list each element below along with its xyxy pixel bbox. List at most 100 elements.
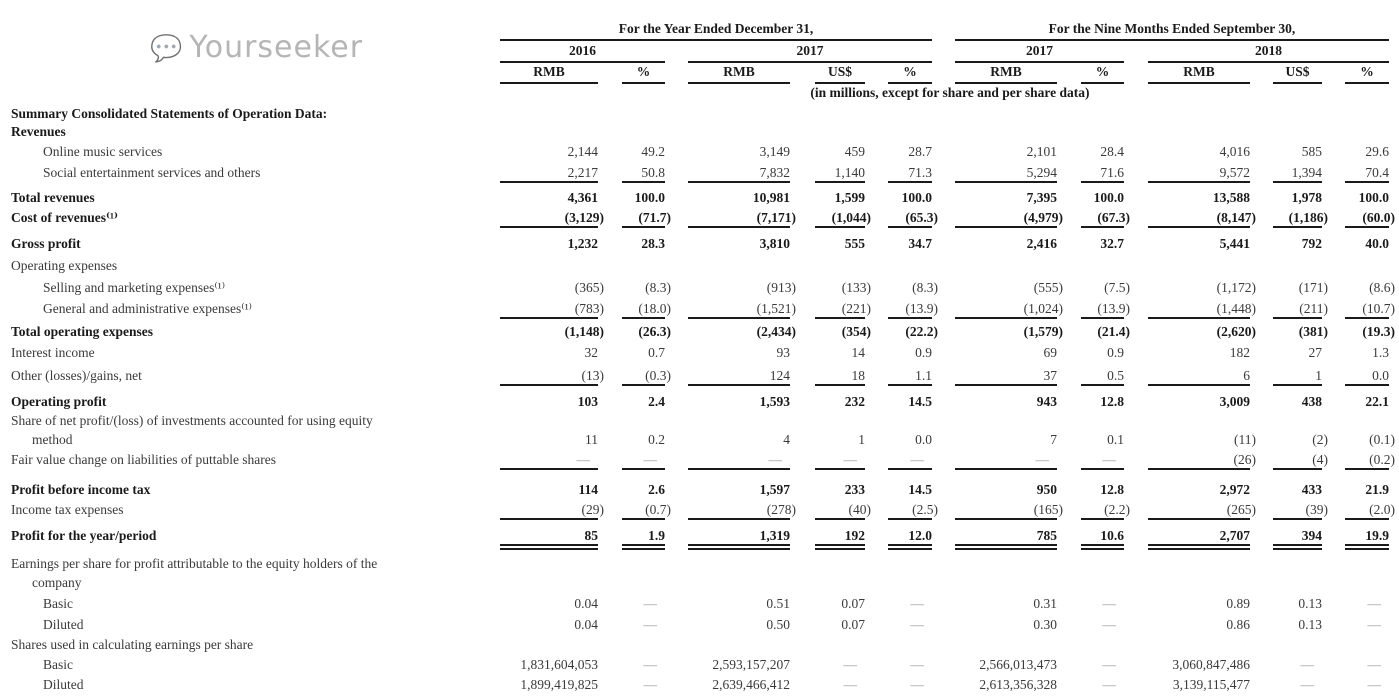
year-header: 2018 (1255, 43, 1282, 58)
table-cell: 459 (844, 144, 865, 159)
table-cell: (13) (581, 368, 605, 383)
row-label: Operating expenses (11, 258, 118, 273)
underline (1345, 317, 1389, 319)
table-cell: (8.6) (1369, 280, 1395, 295)
table-cell: (39) (1305, 502, 1329, 517)
table-cell: 124 (769, 368, 790, 383)
table-cell: 4 (783, 432, 790, 447)
table-cell: 12.8 (1100, 482, 1124, 497)
underline (1273, 226, 1322, 228)
table-cell: 0.13 (1298, 596, 1322, 611)
underline (955, 181, 1057, 183)
table-cell: — (843, 677, 858, 692)
underline (1148, 226, 1250, 228)
underline (1081, 518, 1124, 520)
underline (500, 518, 598, 520)
underline (888, 317, 932, 319)
double-underline (888, 548, 932, 550)
table-cell: (1,521) (756, 301, 796, 316)
underline (955, 468, 1057, 470)
table-cell: (913) (766, 280, 796, 295)
table-cell: 2,101 (1026, 144, 1057, 159)
table-cell: (783) (574, 301, 604, 316)
table-cell: (221) (841, 301, 871, 316)
table-cell: 7 (1050, 432, 1057, 447)
table-cell: — (1367, 657, 1382, 672)
table-cell: (555) (1033, 280, 1063, 295)
row-label: Online music services (43, 144, 163, 159)
table-cell: 37 (1043, 368, 1058, 383)
table-cell: — (643, 596, 658, 611)
table-cell: 0.13 (1298, 617, 1322, 632)
row-label: Diluted (43, 617, 84, 632)
table-cell: 28.3 (641, 236, 665, 251)
double-underline (1081, 544, 1124, 546)
row-label-line: company (32, 575, 82, 590)
table-cell: 1,319 (759, 528, 790, 543)
row-label: Operating profit (11, 394, 107, 409)
currency-rule (815, 82, 865, 84)
currency-rule (622, 82, 665, 84)
table-cell: 49.2 (641, 144, 665, 159)
table-cell: 3,139,115,477 (1172, 677, 1250, 692)
underline (500, 384, 598, 386)
underline (888, 384, 932, 386)
table-cell: 100.0 (1358, 190, 1389, 205)
underline (955, 384, 1057, 386)
table-cell: 232 (844, 394, 865, 409)
year-header: 2017 (1026, 43, 1053, 58)
table-cell: — (843, 452, 858, 467)
table-cell: 70.4 (1365, 165, 1389, 180)
table-cell: 12.0 (908, 528, 932, 543)
table-cell: 1,978 (1291, 190, 1322, 205)
table-cell: 1,232 (567, 236, 598, 251)
table-cell: 6 (1243, 368, 1250, 383)
table-cell: 0.7 (648, 345, 665, 360)
underline (622, 181, 665, 183)
underline (500, 468, 598, 470)
underline (622, 384, 665, 386)
table-cell: 14.5 (908, 482, 932, 497)
table-cell: 555 (844, 236, 865, 251)
row-label: Earnings per share for profit attributab… (11, 554, 377, 592)
table-cell: 10.6 (1100, 528, 1124, 543)
table-cell: (4) (1312, 452, 1328, 467)
table-cell: 50.8 (641, 165, 665, 180)
double-underline (955, 548, 1057, 550)
table-cell: 11 (585, 432, 598, 447)
currency-header: % (636, 64, 651, 79)
year-rule (500, 61, 665, 63)
currency-rule (688, 82, 790, 84)
table-cell: 2,613,356,328 (979, 677, 1057, 692)
currency-header: RMB (990, 64, 1022, 79)
underline (1081, 181, 1124, 183)
underline (1345, 181, 1389, 183)
header-rule (500, 39, 932, 41)
table-cell: 71.6 (1100, 165, 1124, 180)
row-label: Summary Consolidated Statements of Opera… (11, 106, 328, 121)
underline (1273, 518, 1322, 520)
table-cell: 7,832 (759, 165, 790, 180)
table-cell: (21.4) (1097, 324, 1130, 339)
underline (1148, 468, 1250, 470)
table-cell: (278) (766, 502, 796, 517)
currency-rule (1273, 82, 1322, 84)
row-label: Income tax expenses (11, 502, 124, 517)
table-cell: 2,144 (567, 144, 598, 159)
currency-header: % (903, 64, 917, 79)
table-cell: 2,972 (1219, 482, 1250, 497)
table-cell: — (910, 677, 925, 692)
row-label: Social entertainment services and others (43, 165, 261, 180)
table-cell: 28.4 (1100, 144, 1124, 159)
table-cell: 1,599 (834, 190, 865, 205)
table-cell: 0.07 (841, 617, 865, 632)
table-cell: (22.2) (905, 324, 938, 339)
row-label: Interest income (11, 345, 95, 360)
row-label: Fair value change on liabilities of putt… (11, 452, 277, 467)
table-cell: 785 (1036, 528, 1057, 543)
table-cell: 28.7 (908, 144, 932, 159)
double-underline (688, 548, 790, 550)
table-cell: 585 (1301, 144, 1322, 159)
table-cell: (171) (1298, 280, 1328, 295)
table-cell: 9,572 (1219, 165, 1250, 180)
